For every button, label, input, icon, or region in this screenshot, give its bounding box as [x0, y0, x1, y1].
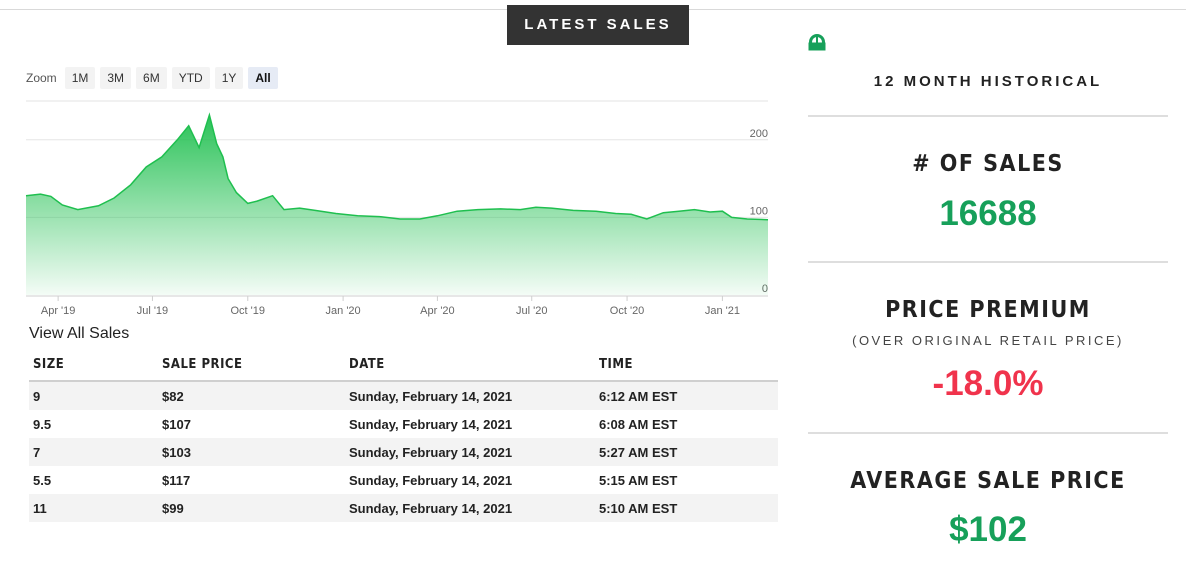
table-row: 9.5 $107 Sunday, February 14, 2021 6:08 … [29, 410, 778, 438]
cell-time: 6:08 AM EST [599, 416, 678, 432]
table-row: 11 $99 Sunday, February 14, 2021 5:10 AM… [29, 494, 778, 522]
column-header-size: SIZE [29, 348, 158, 382]
y-tick-label: 200 [750, 128, 768, 140]
cell-sale-price: $99 [158, 494, 345, 522]
cell-sale-price: $82 [158, 381, 345, 410]
cell-date: Sunday, February 14, 2021 [345, 494, 595, 522]
x-tick-label: Oct '20 [610, 305, 645, 317]
cell-time: 5:27 AM EST [595, 438, 778, 466]
zoom-1m-button[interactable]: 1M [64, 67, 96, 89]
zoom-3m-button[interactable]: 3M [100, 67, 132, 89]
table-row: 5.5 $117 Sunday, February 14, 2021 5:15 … [29, 466, 778, 494]
zoom-bar: Zoom 1M 3M 6M YTD 1Y All [26, 67, 283, 89]
green-meter-icon [808, 34, 826, 51]
divider [808, 115, 1168, 117]
cell-date: Sunday, February 14, 2021 [349, 472, 513, 488]
cell-time: 6:12 AM EST [595, 381, 778, 410]
zoom-1y-button[interactable]: 1Y [214, 67, 244, 89]
cell-date: Sunday, February 14, 2021 [349, 416, 513, 432]
sales-area [26, 115, 768, 295]
zoom-6m-button[interactable]: 6M [136, 67, 167, 89]
average-sale-price-value: $102 [949, 510, 1027, 549]
cell-date: Sunday, February 14, 2021 [345, 381, 595, 410]
x-tick-label: Apr '19 [41, 305, 76, 317]
num-sales-label: # OF SALES [912, 151, 1064, 177]
cell-time: 5:15 AM EST [599, 472, 678, 488]
x-tick-label: Jul '20 [516, 305, 547, 317]
x-tick-label: Oct '19 [231, 305, 266, 317]
x-tick-label: Jan '20 [326, 305, 361, 317]
cell-sale-price: $117 [162, 472, 191, 488]
sales-line [25, 112, 769, 221]
view-all-sales-link[interactable]: View All Sales [29, 325, 130, 342]
cell-size: 9.5 [33, 416, 52, 432]
table-row: 7 $103 Sunday, February 14, 2021 5:27 AM… [29, 438, 778, 466]
y-tick-label: 100 [750, 205, 768, 217]
column-header-sale-price: SALE PRICE [158, 348, 345, 382]
x-tick-label: Jan '21 [705, 305, 740, 317]
price-premium-value: -18.0% [932, 364, 1044, 403]
table-row: 9 $82 Sunday, February 14, 2021 6:12 AM … [29, 381, 778, 410]
average-sale-price-label: AVERAGE SALE PRICE [850, 468, 1126, 494]
cell-size: 5.5 [33, 472, 52, 488]
zoom-ytd-button[interactable]: YTD [171, 67, 210, 89]
sales-table-header: SIZE SALE PRICE DATE TIME [29, 348, 778, 382]
cell-sale-price: $103 [158, 438, 345, 466]
price-premium-label: PRICE PREMIUM [885, 297, 1091, 323]
historical-heading: 12 MONTH HISTORICAL [873, 73, 1103, 90]
x-tick-label: Apr '20 [420, 305, 455, 317]
price-premium-subtitle: (OVER ORIGINAL RETAIL PRICE) [852, 333, 1124, 348]
column-header-time: TIME [595, 348, 778, 382]
latest-sales-badge: LATEST SALES [507, 5, 689, 45]
cell-size: 9 [29, 381, 158, 410]
zoom-all-button[interactable]: All [248, 67, 278, 89]
zoom-label: Zoom [26, 71, 57, 85]
num-sales-value: 16688 [939, 194, 1037, 233]
cell-sale-price: $107 [162, 416, 191, 432]
cell-size: 7 [29, 438, 158, 466]
x-tick-label: Jul '19 [137, 305, 168, 317]
divider [808, 432, 1168, 434]
cell-time: 5:10 AM EST [595, 494, 778, 522]
cell-size: 11 [29, 494, 158, 522]
cell-date: Sunday, February 14, 2021 [345, 438, 595, 466]
sales-table: SIZE SALE PRICE DATE TIME 9 $82 Sunday, … [29, 348, 778, 522]
column-header-date: DATE [345, 348, 595, 382]
divider [808, 261, 1168, 263]
